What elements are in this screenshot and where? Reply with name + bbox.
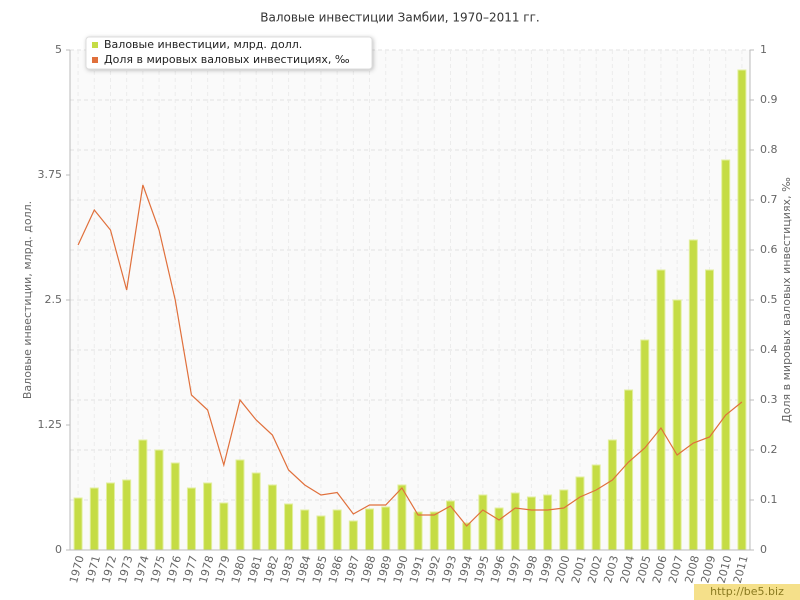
bar (705, 269, 715, 551)
bar (721, 159, 731, 551)
bar (494, 507, 504, 551)
bar (89, 487, 99, 551)
bar (672, 299, 682, 551)
bar (526, 496, 536, 551)
bar (73, 497, 83, 551)
bar (235, 459, 245, 551)
y-tick-label: 0 (55, 543, 62, 556)
bar (624, 389, 634, 551)
bar (203, 482, 213, 551)
bar (575, 476, 585, 551)
y2-tick-label: 0.8 (760, 143, 778, 156)
y2-tick-label: 0.5 (760, 293, 778, 306)
bar (170, 462, 180, 551)
bar (445, 500, 455, 551)
legend-label: Валовые инвестиции, млрд. долл. (104, 38, 302, 51)
bar (381, 506, 391, 551)
watermark: http://be5.biz (710, 585, 784, 598)
bar (332, 509, 342, 551)
bar (478, 494, 488, 551)
bar (186, 487, 196, 551)
bar (251, 472, 261, 551)
marks (73, 69, 747, 551)
y2-tick-label: 0.1 (760, 493, 778, 506)
bar (413, 511, 423, 551)
y2-tick-label: 0.9 (760, 93, 778, 106)
legend-box (85, 36, 373, 70)
y2-tick-label: 1 (760, 43, 767, 56)
bar (462, 522, 472, 551)
y2-tick-label: 0.2 (760, 443, 778, 456)
bar (607, 439, 617, 551)
bar (348, 520, 358, 551)
chart-title: Валовые инвестиции Замбии, 1970–2011 гг. (260, 11, 539, 25)
y-axis-title: Валовые инвестиции, млрд. долл. (21, 201, 34, 399)
legend: Валовые инвестиции, млрд. долл. Доля в ми… (85, 36, 373, 70)
bar (267, 484, 277, 551)
bar (559, 489, 569, 551)
bar (510, 492, 520, 551)
y2-tick-label: 0.7 (760, 193, 778, 206)
bar (365, 508, 375, 551)
bar (138, 439, 148, 551)
legend-marker (92, 42, 98, 48)
bar (656, 269, 666, 551)
y-tick-label: 5 (55, 43, 62, 56)
y2-axis-title: Доля в мировых валовых инвестициях, ‰ (780, 177, 793, 423)
line (77, 184, 743, 527)
bar (284, 503, 294, 551)
bar (219, 502, 229, 551)
bar (737, 69, 747, 551)
bar (397, 484, 407, 551)
y2-tick-label: 0.6 (760, 243, 778, 256)
y-tick-label: 3.75 (38, 168, 63, 181)
bar (316, 515, 326, 551)
bar (105, 482, 115, 551)
bar (429, 511, 439, 551)
legend-label: Доля в мировых валовых инвестициях, ‰ (104, 53, 350, 66)
y2-tick-label: 0 (760, 543, 767, 556)
legend-marker (92, 57, 98, 63)
y-tick-label: 1.25 (38, 418, 63, 431)
bar (688, 239, 698, 551)
bar (122, 479, 132, 551)
y2-tick-label: 0.4 (760, 343, 778, 356)
bar (591, 464, 601, 551)
y2-tick-label: 0.3 (760, 393, 778, 406)
bar (300, 509, 310, 551)
watermark-bg (694, 584, 800, 600)
bar (154, 449, 164, 551)
y-tick-label: 2.5 (45, 293, 63, 306)
bar (543, 494, 553, 551)
